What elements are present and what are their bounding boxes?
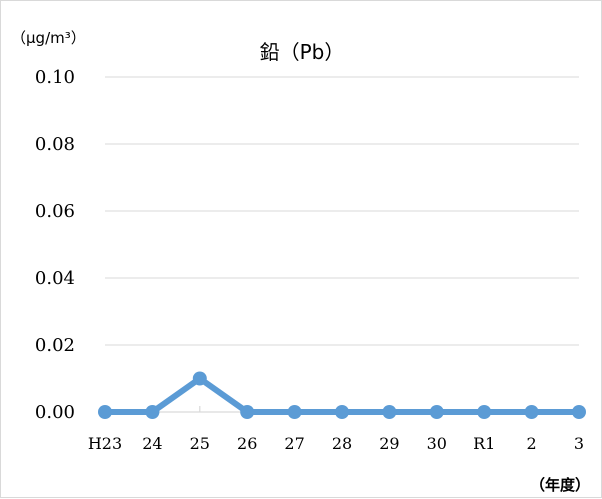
x-axis-unit-label: （年度） — [530, 476, 590, 494]
x-tick-label: R1 — [473, 434, 495, 453]
data-point — [287, 405, 302, 419]
series-layer — [98, 371, 586, 419]
x-tick-label: H23 — [88, 434, 122, 453]
x-tick-label: 30 — [427, 434, 447, 453]
data-point — [98, 405, 112, 419]
x-tick-label: 2 — [527, 434, 537, 453]
y-tick-label: 0.02 — [35, 335, 75, 356]
x-tick-label: 25 — [190, 434, 210, 453]
x-tick-label: 24 — [142, 434, 162, 453]
data-point — [572, 405, 586, 419]
tick-labels-layer: 0.00 0.02 0.04 0.06 0.08 0.10 H23 24 25 26 27 28 29 3… — [35, 67, 584, 453]
x-tick-label: 29 — [379, 434, 399, 453]
y-tick-label: 0.08 — [35, 134, 75, 155]
y-tick-label: 0.10 — [35, 67, 75, 88]
data-point — [192, 371, 207, 386]
y-tick-label: 0.04 — [35, 268, 75, 289]
x-tick-label: 3 — [574, 434, 584, 453]
data-point — [240, 405, 255, 419]
x-tick-label: 27 — [284, 434, 304, 453]
y-tick-label: 0.06 — [35, 201, 75, 222]
data-point — [145, 405, 160, 419]
grid-layer — [105, 76, 579, 346]
data-point — [382, 405, 397, 419]
y-tick-label: 0.00 — [35, 402, 75, 423]
y-axis-unit-label: （µg/m³） — [11, 29, 86, 47]
data-point — [524, 405, 539, 419]
x-tick-label: 26 — [237, 434, 257, 453]
data-point — [429, 405, 444, 419]
data-point — [477, 405, 492, 419]
x-tick-label: 28 — [332, 434, 352, 453]
data-point — [335, 405, 349, 419]
chart-title: 鉛（Pb） — [260, 40, 345, 64]
